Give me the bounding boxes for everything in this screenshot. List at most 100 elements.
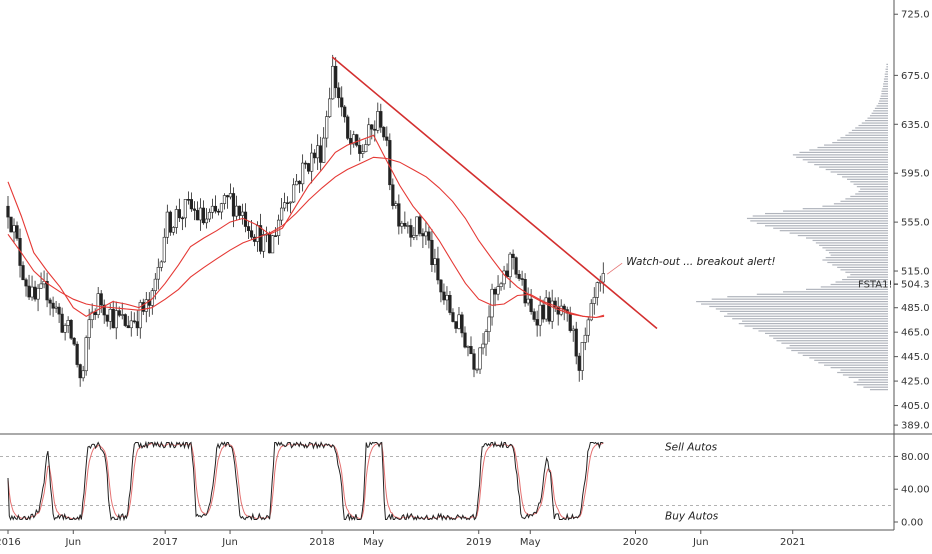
- candle-body: [511, 253, 515, 258]
- candle-body: [601, 273, 605, 283]
- volume-profile-bar: [874, 107, 888, 109]
- volume-profile-bar: [756, 293, 888, 295]
- candle-body: [445, 295, 449, 301]
- candle-body: [45, 281, 49, 301]
- volume-profile-bar: [709, 305, 888, 308]
- candle-body: [388, 140, 392, 186]
- candle-body: [219, 203, 224, 213]
- candle-body: [322, 137, 326, 163]
- volume-profile-bar: [860, 188, 888, 190]
- candle-body: [538, 304, 542, 326]
- candle-body: [421, 233, 425, 237]
- price-tick-label: 635.0: [901, 120, 930, 131]
- candle-body: [258, 225, 263, 252]
- candle-body: [295, 180, 299, 186]
- candle-body: [544, 297, 548, 320]
- candle-body: [63, 325, 67, 333]
- candle-body: [400, 222, 404, 227]
- volume-profile-bar: [878, 100, 888, 102]
- volume-profile-bar: [856, 384, 888, 386]
- candle-body: [168, 211, 172, 233]
- volume-profile-bar: [845, 271, 888, 273]
- volume-profile-bar: [779, 230, 888, 232]
- candle-body: [463, 332, 467, 348]
- candle-body: [361, 151, 365, 154]
- candle-body: [310, 152, 314, 172]
- candle-body: [123, 314, 127, 326]
- volume-profile-bar: [842, 374, 888, 376]
- volume-profile-bar: [832, 142, 888, 144]
- volume-profile-bar: [847, 178, 888, 180]
- volume-profile-bar: [802, 159, 888, 161]
- volume-profile-bar: [783, 291, 888, 293]
- candle-body: [457, 314, 461, 329]
- candle-body: [105, 314, 109, 322]
- volume-profile-bar: [830, 254, 888, 256]
- volume-profile-bar: [773, 337, 888, 339]
- candle-body: [526, 298, 530, 304]
- trendline-group: [331, 56, 658, 330]
- volume-profile-bar: [815, 242, 888, 244]
- candle-body: [189, 199, 193, 210]
- candle-body: [430, 239, 434, 266]
- volume-profile-bar: [886, 63, 888, 65]
- volume-profile-bar: [822, 205, 888, 207]
- volume-profile-bar: [752, 327, 888, 330]
- time-tick-label: May: [363, 537, 384, 548]
- candle-body: [9, 216, 13, 233]
- candle-body: [51, 302, 55, 309]
- time-tick-label: May: [520, 537, 541, 548]
- candle-body: [583, 334, 587, 343]
- candle-body: [132, 320, 136, 323]
- candle-body: [532, 311, 536, 320]
- volume-profile-bar: [822, 259, 888, 261]
- candle-body: [279, 207, 284, 221]
- volume-profile-bar: [802, 354, 888, 357]
- osc-tick-label: 40.00: [901, 485, 930, 496]
- volume-profile-bar: [732, 318, 888, 320]
- volume-profile-bar: [824, 364, 888, 366]
- volume-profile-bar: [837, 371, 888, 374]
- volume-profile-bar: [850, 195, 888, 198]
- candle-body: [427, 231, 431, 241]
- candle-body: [568, 312, 572, 331]
- candle-body: [69, 320, 73, 339]
- candle-body: [340, 97, 344, 108]
- volume-profile-bar: [840, 369, 888, 371]
- volume-profile-bar: [819, 244, 888, 246]
- candle-body: [535, 319, 539, 326]
- candle-body: [162, 236, 166, 263]
- candle-body: [595, 282, 599, 298]
- candle-body: [586, 319, 590, 336]
- volume-profile-bar: [781, 342, 888, 344]
- candle-body: [292, 184, 296, 203]
- candle-body: [201, 207, 206, 224]
- candle-body: [508, 253, 512, 278]
- candle-body: [270, 235, 275, 254]
- volume-profile-bar: [850, 181, 888, 183]
- volume-profile-bar: [881, 93, 888, 95]
- volume-profile-bar: [879, 98, 888, 100]
- candle-body: [301, 162, 305, 185]
- volume-profile-bar: [847, 276, 888, 278]
- volume-profile-bar: [833, 203, 888, 205]
- candle-body: [493, 288, 497, 295]
- annotation-group: Watch-out ... breakout alert!: [606, 256, 776, 275]
- candle-body: [72, 337, 76, 345]
- annotation-text: Watch-out ... breakout alert!: [626, 256, 775, 268]
- candle-body: [331, 65, 335, 100]
- candle-body: [222, 195, 227, 204]
- candle-body: [436, 258, 440, 281]
- volume-profile-bar: [769, 335, 888, 337]
- volume-profile-bar: [742, 320, 888, 322]
- candle-body: [15, 225, 19, 239]
- candle-body: [343, 106, 347, 118]
- last-price-label: 504.3: [901, 280, 930, 291]
- candle-body: [228, 193, 233, 198]
- candle-body: [30, 286, 34, 298]
- price-tick-label: 465.0: [901, 328, 930, 339]
- volume-profile-bar: [814, 359, 888, 361]
- symbol-tag: FSTA1!: [858, 280, 892, 291]
